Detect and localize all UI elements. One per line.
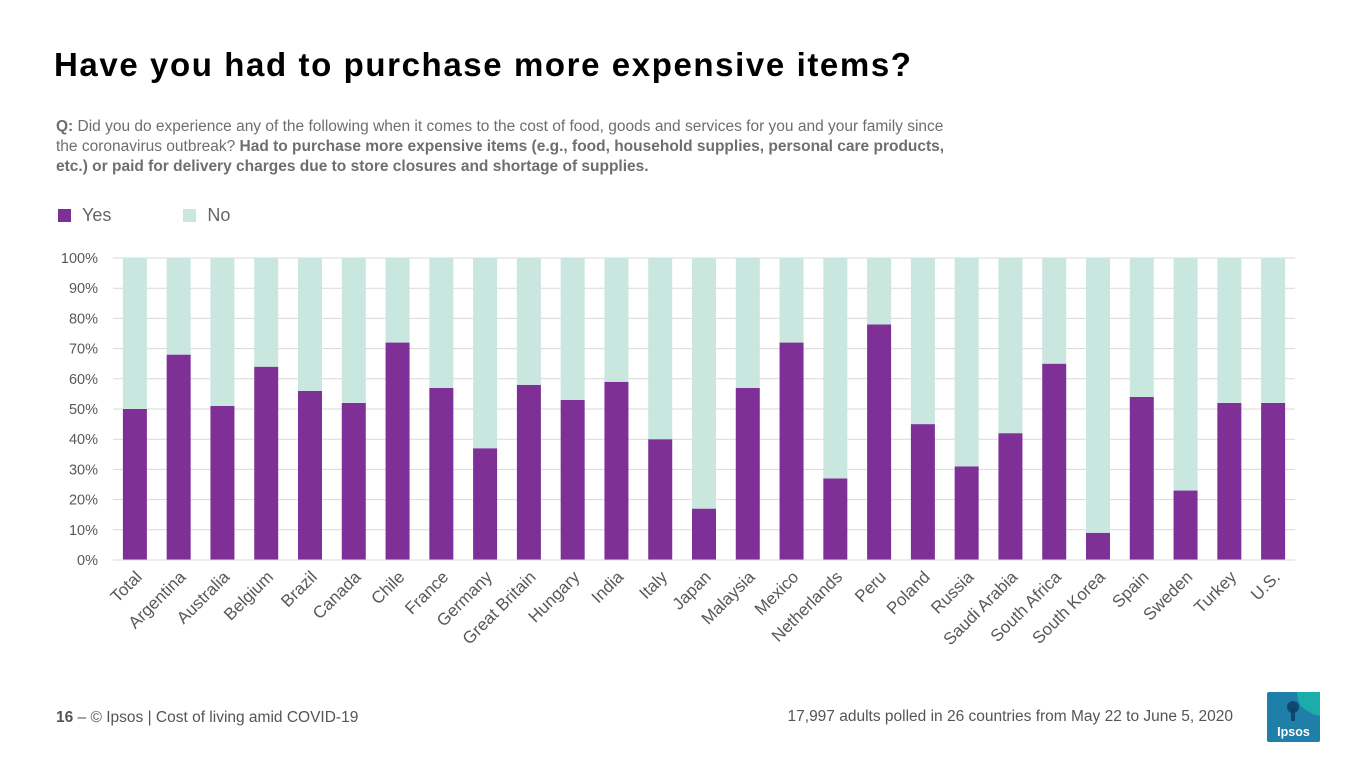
y-tick-label: 20% <box>69 493 98 509</box>
y-tick-label: 80% <box>69 311 98 327</box>
bar-yes <box>341 402 366 560</box>
bar-yes <box>1042 363 1067 560</box>
x-tick-label: Belgium <box>220 567 277 624</box>
bar-yes <box>910 424 935 560</box>
legend-swatch-no <box>183 208 197 222</box>
bar-no <box>122 258 147 409</box>
bar-no <box>823 258 848 479</box>
y-tick-label: 30% <box>69 462 98 478</box>
bar-no <box>385 258 410 343</box>
x-tick-label: Total <box>107 567 146 606</box>
bar-no <box>998 258 1023 434</box>
slide-title: Have you had to purchase more expensive … <box>54 46 913 83</box>
bar-no <box>735 258 760 388</box>
legend-swatch-yes <box>58 208 71 222</box>
bar-yes <box>692 508 716 560</box>
bar-yes <box>735 387 760 560</box>
bar-no <box>516 258 541 385</box>
bar-yes <box>779 342 804 560</box>
bar-no <box>298 258 322 391</box>
bar-no <box>254 258 279 367</box>
x-tick-label: Sweden <box>1140 567 1197 624</box>
footer-source: 16 – © Ipsos | Cost of living amid COVID… <box>56 709 358 727</box>
question-prefix: Q: <box>56 118 74 135</box>
bar-no <box>210 258 235 406</box>
question-bold-text: Had to purchase more expensive items (e.… <box>56 138 945 175</box>
x-tick-label: Italy <box>636 567 672 603</box>
bar-yes <box>516 384 541 560</box>
x-tick-label: Chile <box>368 567 409 608</box>
bar-no <box>692 258 716 509</box>
bar-no <box>779 258 804 343</box>
logo-text: Ipsos <box>1277 725 1310 739</box>
bar-yes <box>473 448 498 560</box>
stacked-bar-chart: 0%10%20%30%40%50%60%70%80%90%100%TotalAr… <box>61 251 1295 649</box>
bar-yes <box>823 478 848 560</box>
bar-no <box>429 258 454 388</box>
y-tick-label: 50% <box>69 402 98 418</box>
legend-label-yes: Yes <box>82 204 112 225</box>
bar-no <box>1042 258 1067 364</box>
bar-yes <box>648 439 673 560</box>
bar-yes <box>385 342 410 560</box>
ipsos-logo: Ipsos <box>1267 692 1320 742</box>
bar-yes <box>1261 402 1286 560</box>
y-tick-label: 40% <box>69 432 98 448</box>
y-tick-label: 60% <box>69 372 98 388</box>
bar-yes <box>1173 490 1198 560</box>
footer-sample-note: 17,997 adults polled in 26 countries fro… <box>787 708 1233 725</box>
bar-no <box>560 258 585 400</box>
bar-yes <box>122 409 147 560</box>
bar-yes <box>1217 402 1242 560</box>
x-tick-label: Turkey <box>1190 567 1240 617</box>
x-tick-label: India <box>588 567 628 607</box>
x-tick-label: U.S. <box>1247 567 1284 604</box>
x-tick-label: Peru <box>851 567 890 606</box>
footer-dash: – <box>73 709 91 726</box>
bar-yes <box>1086 532 1110 560</box>
y-tick-label: 90% <box>69 281 98 297</box>
bar-no <box>341 258 366 403</box>
bar-yes <box>254 366 279 560</box>
bar-no <box>867 258 892 325</box>
bar-no <box>1086 258 1110 533</box>
x-tick-label: Canada <box>309 567 365 623</box>
y-tick-label: 10% <box>69 523 98 539</box>
bar-no <box>1261 258 1286 403</box>
bar-no <box>954 258 979 467</box>
chart-legend: Yes No <box>58 204 302 226</box>
bar-yes <box>867 324 892 560</box>
bar-no <box>1129 258 1154 397</box>
bar-no <box>166 258 191 355</box>
y-tick-label: 100% <box>61 251 98 267</box>
bar-no <box>473 258 498 449</box>
bar-no <box>604 258 629 382</box>
bar-yes <box>166 354 191 560</box>
bar-yes <box>210 405 235 560</box>
bar-no <box>910 258 935 425</box>
x-tick-label: Poland <box>883 567 934 618</box>
legend-item-no: No <box>183 205 230 226</box>
bar-yes <box>604 381 629 560</box>
bar-no <box>1217 258 1242 403</box>
legend-label-no: No <box>207 204 231 225</box>
page-number: 16 <box>56 709 74 726</box>
bar-no <box>648 258 673 440</box>
y-tick-label: 0% <box>77 553 98 569</box>
survey-question: Q: Did you do experience any of the foll… <box>56 117 956 177</box>
bar-yes <box>298 390 322 560</box>
bar-yes <box>954 466 979 560</box>
legend-item-yes: Yes <box>58 205 111 226</box>
bar-yes <box>998 433 1023 560</box>
footer-source-text: © Ipsos | Cost of living amid COVID-19 <box>90 709 359 726</box>
bar-yes <box>1129 396 1154 560</box>
bar-yes <box>429 387 454 560</box>
question-text: Did you do experience any of the followi… <box>56 118 944 155</box>
y-tick-label: 70% <box>69 342 98 358</box>
bar-yes <box>560 399 585 560</box>
bar-no <box>1173 258 1198 491</box>
